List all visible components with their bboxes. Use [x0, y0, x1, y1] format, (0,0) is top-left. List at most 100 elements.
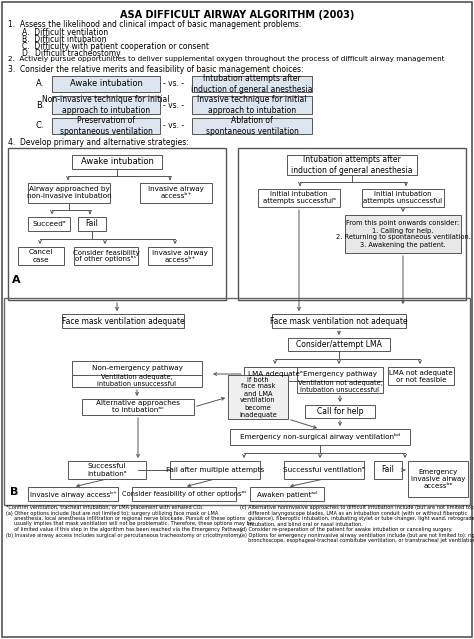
Text: 1.  Assess the likelihood and clinical impact of basic management problems:: 1. Assess the likelihood and clinical im… — [8, 20, 301, 29]
Text: Succeedᵃ: Succeedᵃ — [32, 221, 66, 227]
Text: Alternative approaches
to intubationᵃᶜ: Alternative approaches to intubationᵃᶜ — [96, 401, 180, 413]
Text: Ablation of
spontaneous ventilation: Ablation of spontaneous ventilation — [206, 116, 299, 135]
Bar — [192, 118, 312, 134]
Bar — [78, 217, 106, 231]
Bar — [52, 96, 160, 114]
Text: A.  Difficult ventilation: A. Difficult ventilation — [22, 28, 108, 37]
Text: (b) Invasive airway access includes surgical or percutaneous tracheostomy or cri: (b) Invasive airway access includes surg… — [6, 532, 242, 537]
Bar — [388, 367, 454, 385]
Text: *Confirm ventilation, tracheal intubation, or LMA placement with exhaled CO₂.: *Confirm ventilation, tracheal intubatio… — [6, 505, 204, 510]
Bar — [305, 405, 375, 418]
Bar — [230, 429, 410, 445]
Text: Fail after multiple attempts: Fail after multiple attempts — [166, 467, 264, 473]
Text: Intubation attempts after
induction of general anesthesia: Intubation attempts after induction of g… — [291, 155, 413, 174]
Bar — [288, 338, 390, 351]
Text: Fail: Fail — [382, 465, 394, 475]
Text: Awake intubation: Awake intubation — [70, 79, 143, 88]
Text: - vs. -: - vs. - — [164, 79, 184, 88]
Bar — [4, 298, 470, 505]
Bar — [250, 487, 324, 501]
Bar — [132, 487, 236, 501]
Text: Ventilation not adequate,
intubation unsuccessful: Ventilation not adequate, intubation uns… — [298, 380, 383, 392]
Text: Face mask ventilation adequate: Face mask ventilation adequate — [62, 316, 184, 325]
Bar — [258, 189, 340, 207]
Text: Emergency
invasive airway
accessᵇᵉ: Emergency invasive airway accessᵇᵉ — [411, 469, 465, 489]
Text: (a) Other options include (but are not limited to): surgery utilizing face mask : (a) Other options include (but are not l… — [6, 511, 218, 516]
Text: Awake intubation: Awake intubation — [81, 157, 154, 167]
Text: B.  Difficult intubation: B. Difficult intubation — [22, 35, 107, 44]
Text: intubation, and blind oral or nasal intubation.: intubation, and blind oral or nasal intu… — [240, 521, 363, 527]
Bar — [52, 76, 160, 92]
Text: Fail: Fail — [86, 220, 99, 229]
Bar — [345, 215, 461, 253]
Text: (e) Options for emergency noninvasive airway ventilation include (but are not li: (e) Options for emergency noninvasive ai… — [240, 532, 474, 537]
Text: 3.  Consider the relative merits and feasibility of basic management choices:: 3. Consider the relative merits and feas… — [8, 65, 303, 74]
Text: Invasive airway
accessᵇ⁺: Invasive airway accessᵇ⁺ — [148, 187, 204, 199]
Bar — [408, 461, 468, 497]
Text: - vs. -: - vs. - — [164, 100, 184, 109]
Bar — [72, 155, 162, 169]
Text: bronchoscope, esophageal-tracheal combitube ventilation, or transtracheal jet ve: bronchoscope, esophageal-tracheal combit… — [240, 538, 474, 543]
Bar — [28, 183, 110, 203]
Text: Airway approached by
non-invasive intubation: Airway approached by non-invasive intuba… — [27, 187, 111, 199]
Text: Face mask ventilation not adequate: Face mask ventilation not adequate — [270, 316, 408, 325]
Text: D.  Difficult tracheostomy: D. Difficult tracheostomy — [22, 49, 120, 58]
Text: Consider feasibility
of other optionsᵃˢ: Consider feasibility of other optionsᵃˢ — [73, 249, 139, 263]
Bar — [272, 314, 406, 328]
Bar — [74, 247, 138, 265]
Bar — [297, 367, 383, 393]
Bar — [228, 375, 288, 419]
Text: Ventilation adequate,
intubation unsuccessful: Ventilation adequate, intubation unsucce… — [98, 374, 176, 387]
Text: If both
face mask
and LMA
ventilation
become
inadequate: If both face mask and LMA ventilation be… — [239, 376, 277, 417]
Text: (c) Alternative noninvasive approaches to difficult intubation include (but are : (c) Alternative noninvasive approaches t… — [240, 505, 474, 510]
Text: usually implies that mask ventilation will not be problematic. Therefore, these : usually implies that mask ventilation wi… — [6, 521, 253, 527]
Text: anesthesia, local anesthesia infiltration or regional nerve blockade. Pursuit of: anesthesia, local anesthesia infiltratio… — [6, 516, 245, 521]
Text: A: A — [12, 275, 21, 285]
Text: B.: B. — [36, 100, 45, 109]
Text: Initial intubation
attempts successfulᵃ: Initial intubation attempts successfulᵃ — [263, 192, 336, 204]
Bar — [148, 247, 212, 265]
Text: Invasive airway
accessᵇ⁺: Invasive airway accessᵇ⁺ — [152, 249, 208, 263]
Bar — [8, 148, 226, 300]
Text: 2.  Actively pursue opportunities to deliver supplemental oxygen throughout the : 2. Actively pursue opportunities to deli… — [8, 56, 445, 62]
Text: guidance), fiberoptic intubation, intubating stylet or tube changer, light wand,: guidance), fiberoptic intubation, intuba… — [240, 516, 474, 521]
Text: Invasive airway accessᵇ⁺: Invasive airway accessᵇ⁺ — [29, 491, 117, 498]
Text: (d) Consider re-preparation of the patient for awake intubation or canceling sur: (d) Consider re-preparation of the patie… — [240, 527, 453, 532]
Text: B: B — [10, 487, 18, 497]
Bar — [244, 367, 306, 381]
Text: From this point onwards consider:
1. Calling for help.
2. Returning to spontaneo: From this point onwards consider: 1. Cal… — [336, 220, 470, 247]
Text: Invasive technique for initial
approach to intubation: Invasive technique for initial approach … — [197, 95, 307, 114]
Bar — [170, 461, 260, 479]
Bar — [62, 314, 184, 328]
Text: Consider/attempt LMA: Consider/attempt LMA — [296, 340, 382, 349]
Text: C.  Difficulty with patient cooperation or consent: C. Difficulty with patient cooperation o… — [22, 42, 209, 51]
Text: Non-emergency pathway: Non-emergency pathway — [91, 365, 182, 371]
Text: different laryngoscope blades, LMA as an intubation conduit (with or without fib: different laryngoscope blades, LMA as an… — [240, 511, 467, 516]
Text: C.: C. — [36, 121, 45, 130]
Text: 4.  Develop primary and alternative strategies:: 4. Develop primary and alternative strat… — [8, 138, 189, 147]
Bar — [18, 247, 64, 265]
Text: Non-invasive technique for initial
approach to intubation: Non-invasive technique for initial appro… — [42, 95, 170, 114]
Text: ASA DIFFICULT AIRWAY ALGORITHM (2003): ASA DIFFICULT AIRWAY ALGORITHM (2003) — [120, 10, 354, 20]
Bar — [68, 461, 146, 479]
Bar — [82, 399, 194, 415]
Text: A.: A. — [36, 79, 44, 88]
Text: Consider feasibility of other optionsᵃˢ: Consider feasibility of other optionsᵃˢ — [122, 491, 246, 497]
Text: Initial intubation
attempts unsuccessful: Initial intubation attempts unsuccessful — [364, 192, 443, 204]
Bar — [287, 155, 417, 175]
Text: Successful
intubationᵃ: Successful intubationᵃ — [87, 463, 127, 477]
Bar — [52, 118, 160, 134]
Text: of limited value if this step in the algorithm has been reached via the Emergenc: of limited value if this step in the alg… — [6, 527, 244, 532]
Bar — [72, 361, 202, 387]
Text: Call for help: Call for help — [317, 407, 363, 416]
Text: - vs. -: - vs. - — [164, 121, 184, 130]
Bar — [374, 461, 402, 479]
Text: Successful ventilationᵃ: Successful ventilationᵃ — [283, 467, 365, 473]
Bar — [140, 183, 212, 203]
Text: Awaken patientᵃᵈ: Awaken patientᵃᵈ — [257, 491, 317, 498]
Text: LMA not adequate
or not feasible: LMA not adequate or not feasible — [389, 369, 453, 383]
Text: LMA adequateᵃ: LMA adequateᵃ — [247, 371, 302, 377]
Bar — [192, 76, 312, 92]
Bar — [238, 148, 466, 300]
Bar — [284, 461, 364, 479]
